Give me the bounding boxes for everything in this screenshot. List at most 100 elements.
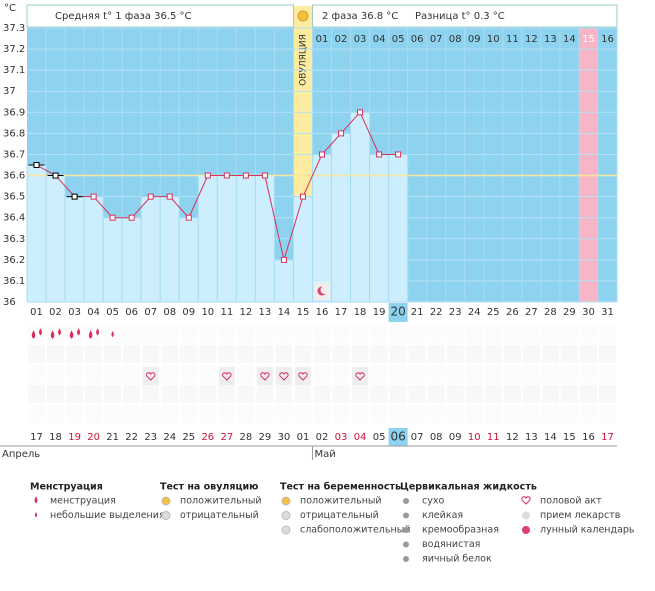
x-tick-label: 06 xyxy=(125,307,138,318)
grid-cell xyxy=(199,405,217,423)
grid-cell xyxy=(446,325,464,343)
legend-icon xyxy=(34,496,38,504)
grid-cell xyxy=(47,325,65,343)
grid-cell xyxy=(123,385,141,403)
grid-cell xyxy=(104,345,122,363)
legend-icon xyxy=(34,511,38,518)
grid-cell xyxy=(446,385,464,403)
grid-cell xyxy=(28,385,46,403)
month-label: Май xyxy=(314,449,335,460)
grid-cell xyxy=(560,405,578,423)
date-label: 02 xyxy=(316,432,329,443)
temp-point xyxy=(109,214,116,221)
grid-cell xyxy=(218,325,236,343)
x-tick-label: 23 xyxy=(449,307,462,318)
phase2-day: 16 xyxy=(601,34,614,45)
grid-cell xyxy=(408,345,426,363)
temp-bar xyxy=(178,217,199,303)
date-label: 25 xyxy=(182,432,195,443)
date-label: 23 xyxy=(144,432,157,443)
grid-cell xyxy=(598,365,616,383)
date-label: 26 xyxy=(201,432,214,443)
x-tick-label: 29 xyxy=(563,307,576,318)
date-label: 30 xyxy=(278,432,291,443)
temp-point xyxy=(147,193,154,200)
grid-cell xyxy=(142,325,160,343)
temp-point xyxy=(71,193,78,200)
date-label: 15 xyxy=(563,432,576,443)
grid-cell xyxy=(199,345,217,363)
grid-cell xyxy=(28,325,46,343)
grid-cell xyxy=(237,385,255,403)
grid-cell xyxy=(370,365,388,383)
legend-item: кремообразная xyxy=(422,525,499,536)
date-label: 06 xyxy=(390,430,405,444)
grid-cell xyxy=(275,405,293,423)
grid-cell xyxy=(199,385,217,403)
legend-icon xyxy=(521,496,531,505)
legend-item: менструация xyxy=(50,496,116,507)
x-tick-label: 16 xyxy=(316,307,329,318)
temp-point xyxy=(166,193,173,200)
grid-cell xyxy=(465,365,483,383)
temp-bar xyxy=(331,132,352,303)
grid-cell xyxy=(275,385,293,403)
header-diff: Разница t° 0.3 °C xyxy=(415,11,505,22)
grid-cell xyxy=(85,345,103,363)
x-tick-label: 30 xyxy=(582,307,595,318)
y-tick-label: 36.3 xyxy=(3,234,25,245)
grid-cell xyxy=(275,325,293,343)
grid-cell xyxy=(465,385,483,403)
grid-cell xyxy=(370,385,388,403)
legend-title: Тест на овуляцию xyxy=(160,482,258,493)
grid-cell xyxy=(294,325,312,343)
grid-cell xyxy=(180,345,198,363)
grid-cell xyxy=(446,345,464,363)
temp-bar xyxy=(159,196,180,303)
grid-cell xyxy=(389,365,407,383)
temp-bar xyxy=(254,175,275,303)
heart-cell xyxy=(256,367,273,385)
grid-cell xyxy=(218,405,236,423)
menstruation-icon xyxy=(88,330,93,339)
date-label: 03 xyxy=(335,432,348,443)
legend-item: яичный белок xyxy=(422,554,492,565)
legend-icon xyxy=(281,511,291,520)
phase2-day: 13 xyxy=(544,34,557,45)
grid-cell xyxy=(275,345,293,363)
intercourse-icon xyxy=(222,372,232,381)
grid-cell xyxy=(541,345,559,363)
grid-cell xyxy=(389,325,407,343)
temp-point xyxy=(33,162,40,168)
lunar-cut xyxy=(320,286,329,294)
grid-cell xyxy=(47,345,65,363)
temp-point xyxy=(357,109,364,116)
legend-icon xyxy=(281,525,291,535)
grid-cell xyxy=(85,365,103,383)
phase2-day: 02 xyxy=(335,34,348,45)
x-tick-label: 17 xyxy=(335,307,348,318)
grid-cell xyxy=(142,345,160,363)
temp-point xyxy=(90,193,97,200)
grid-cell xyxy=(161,345,179,363)
grid-cell xyxy=(66,385,84,403)
grid-cell xyxy=(484,405,502,423)
grid-cell xyxy=(598,345,616,363)
grid-cell xyxy=(256,325,274,343)
grid-cell xyxy=(28,365,46,383)
date-label: 01 xyxy=(297,432,310,443)
x-tick-label: 10 xyxy=(201,307,214,318)
grid-cell xyxy=(313,385,331,403)
light-spotting-icon xyxy=(111,331,114,337)
phase2-day: 08 xyxy=(449,34,462,45)
phase2-day: 04 xyxy=(373,34,386,45)
x-tick-label: 27 xyxy=(525,307,538,318)
x-tick-label: 19 xyxy=(373,307,386,318)
x-tick-label: 05 xyxy=(106,307,119,318)
phase2-day: 15 xyxy=(582,34,595,45)
today-box xyxy=(388,428,408,446)
y-tick-label: 36.5 xyxy=(3,192,25,203)
legend-item: положительный xyxy=(180,496,262,507)
y-tick-label: 37 xyxy=(3,86,16,97)
date-label: 19 xyxy=(68,432,81,443)
